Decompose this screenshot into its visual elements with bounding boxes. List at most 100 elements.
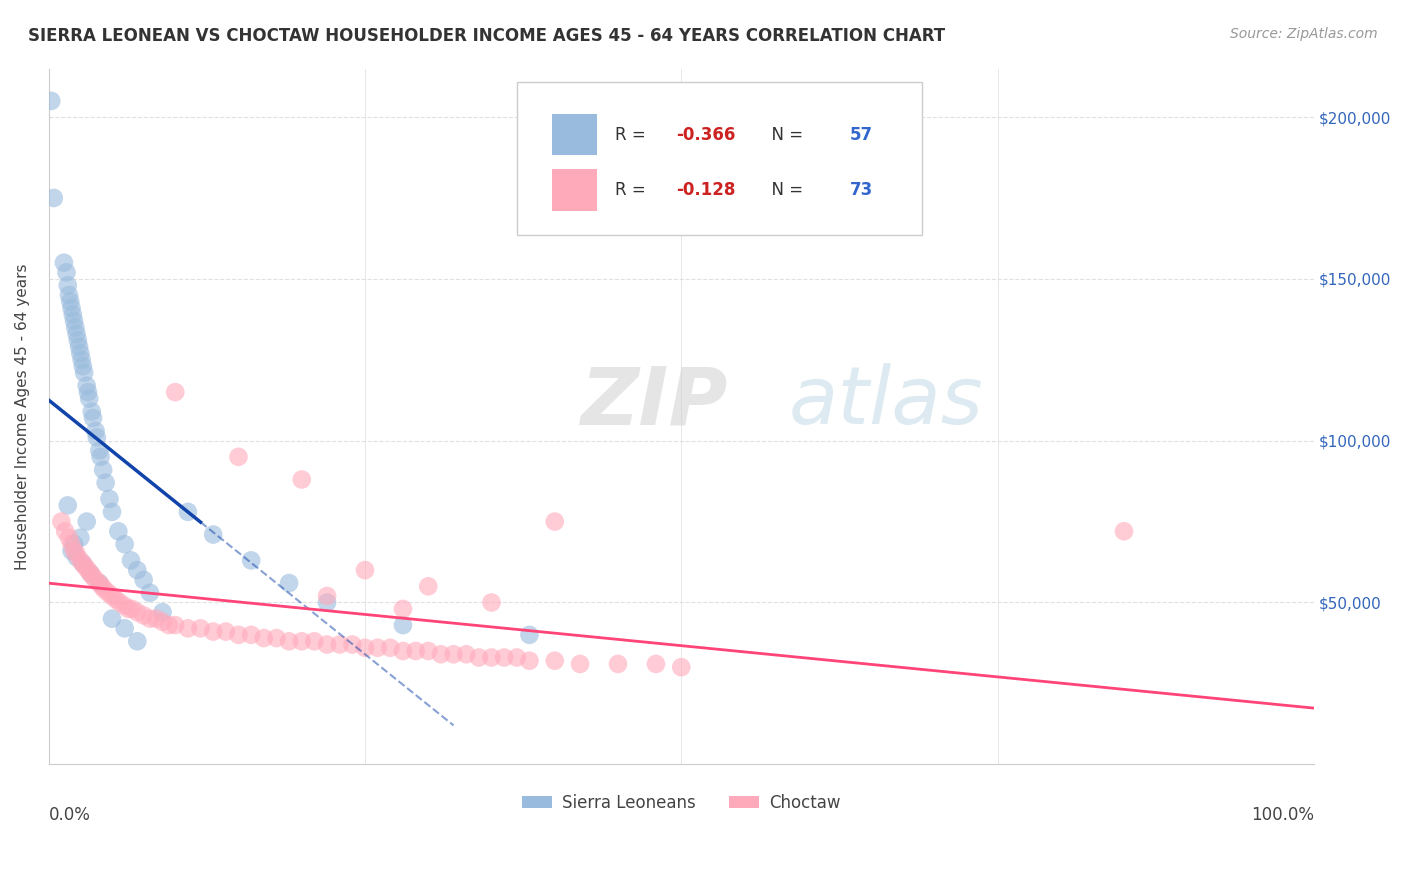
Text: ZIP: ZIP [581,363,727,442]
Text: atlas: atlas [789,363,984,442]
Point [72,557,94,571]
Point [443,647,465,661]
Point [177,621,200,635]
Point [177,505,200,519]
Point [519,628,541,642]
Text: -0.128: -0.128 [676,181,735,199]
Point [79,566,101,581]
Point [240,553,263,567]
Point [165,385,187,400]
Point [56,278,79,293]
Point [93,582,115,597]
Point [544,654,567,668]
Point [380,640,402,655]
Point [98,491,121,506]
Point [392,618,415,632]
Point [165,618,187,632]
Point [114,537,136,551]
Point [354,563,377,577]
Point [86,430,108,444]
FancyBboxPatch shape [517,82,921,235]
Point [42,191,65,205]
Point [60,543,83,558]
Point [190,621,212,635]
Point [84,573,107,587]
Point [127,634,149,648]
Point [89,576,111,591]
Point [79,566,101,581]
Point [101,589,124,603]
Point [52,255,75,269]
Point [65,547,87,561]
Point [58,531,80,545]
Point [354,640,377,655]
Point [94,475,117,490]
Point [342,638,364,652]
Point [66,334,89,348]
Point [56,499,79,513]
Point [329,638,352,652]
Point [645,657,668,671]
Point [127,605,149,619]
Point [89,576,111,591]
Point [69,553,91,567]
Point [506,650,529,665]
Point [240,628,263,642]
Text: 0.0%: 0.0% [49,806,90,824]
Point [69,346,91,360]
Point [145,612,167,626]
Point [73,366,96,380]
FancyBboxPatch shape [553,114,596,155]
Point [215,624,238,639]
Point [101,612,124,626]
Point [392,602,415,616]
Text: SIERRA LEONEAN VS CHOCTAW HOUSEHOLDER INCOME AGES 45 - 64 YEARS CORRELATION CHAR: SIERRA LEONEAN VS CHOCTAW HOUSEHOLDER IN… [28,27,945,45]
Point [152,615,174,629]
Point [278,576,301,591]
Point [84,424,107,438]
Point [544,515,567,529]
Point [59,294,82,309]
Legend: Sierra Leoneans, Choctaw: Sierra Leoneans, Choctaw [515,788,848,819]
Point [139,586,162,600]
Point [90,450,112,464]
Point [97,586,120,600]
Point [82,411,104,425]
Point [65,320,87,334]
Text: N =: N = [761,126,808,144]
Point [75,560,97,574]
Point [291,473,314,487]
Point [65,550,87,565]
Text: N =: N = [761,181,808,199]
Point [80,404,103,418]
Point [60,301,83,315]
Point [468,650,491,665]
Point [139,612,162,626]
Point [63,543,86,558]
Point [316,589,339,603]
Point [418,579,440,593]
Point [63,537,86,551]
Point [569,657,592,671]
Point [76,515,98,529]
Point [316,595,339,609]
Point [519,654,541,668]
Text: 57: 57 [849,126,873,144]
Point [117,602,139,616]
Point [108,595,131,609]
Point [304,634,326,648]
Point [72,359,94,374]
Point [65,326,87,341]
Point [39,94,62,108]
Point [63,314,86,328]
Point [120,553,142,567]
Point [418,644,440,658]
Point [76,378,98,392]
Point [114,621,136,635]
Text: R =: R = [616,181,651,199]
Point [69,531,91,545]
Point [152,605,174,619]
Point [291,634,314,648]
Point [253,631,276,645]
Point [1112,524,1135,539]
